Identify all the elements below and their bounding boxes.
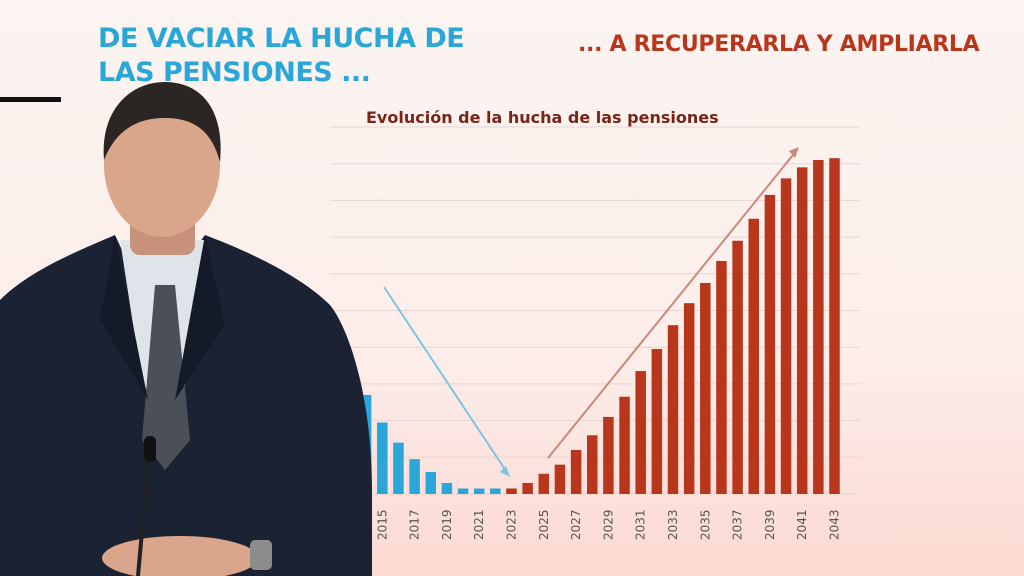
bar-2018 xyxy=(425,471,436,494)
tick-label-2031: 2031 xyxy=(634,509,648,540)
tick-label-2015: 2015 xyxy=(375,509,389,540)
politician-photo xyxy=(0,82,372,576)
bar-2023 xyxy=(506,488,517,494)
tie xyxy=(142,285,190,470)
bar-2027 xyxy=(570,449,582,494)
bar-2017 xyxy=(409,459,420,494)
tick-label-2027: 2027 xyxy=(569,509,583,540)
bar-2029 xyxy=(603,416,614,494)
chart-title: Evolución de la hucha de las pensiones xyxy=(366,108,719,127)
bar-2031 xyxy=(635,371,646,494)
bar-2033 xyxy=(667,325,679,494)
recovery-trend-arrow xyxy=(547,149,798,459)
tick-label-2033: 2033 xyxy=(666,509,680,540)
tick-label-2029: 2029 xyxy=(601,509,615,540)
bar-2028 xyxy=(587,435,598,494)
watch xyxy=(250,540,272,570)
bar-2041 xyxy=(796,167,808,494)
tick-label-2035: 2035 xyxy=(698,509,712,540)
tick-label-2025: 2025 xyxy=(537,509,551,540)
head xyxy=(104,93,220,237)
headline-right: ... A RECUPERARLA Y AMPLIARLA xyxy=(578,32,980,57)
tick-label-2037: 2037 xyxy=(731,509,745,540)
tick-label-2043: 2043 xyxy=(828,509,842,540)
bar-2039 xyxy=(764,194,776,494)
tick-label-2039: 2039 xyxy=(763,509,777,540)
bar-2021 xyxy=(473,488,485,494)
bar-2034 xyxy=(683,303,695,494)
bar-2016 xyxy=(393,442,404,494)
chart-gridlines xyxy=(330,126,860,495)
microphone-icon xyxy=(136,441,152,576)
decline-arrow-head xyxy=(500,466,510,477)
bar-2042 xyxy=(813,160,824,494)
decline-trend-arrow xyxy=(383,286,509,475)
tick-label-2041: 2041 xyxy=(795,509,809,540)
headline-left: DE VACIAR LA HUCHA DE LAS PENSIONES ... xyxy=(98,23,465,88)
bar-2025 xyxy=(538,473,550,494)
bar-2043 xyxy=(829,158,840,494)
tick-label-2019: 2019 xyxy=(440,509,454,540)
bar-2038 xyxy=(748,218,759,494)
black-divider xyxy=(0,97,61,102)
bar-2037 xyxy=(732,240,743,494)
tick-label-2021: 2021 xyxy=(472,509,486,540)
bar-2030 xyxy=(619,396,630,494)
microphone-head xyxy=(144,436,156,462)
bar-2026 xyxy=(554,464,566,494)
bar-2024 xyxy=(522,482,533,494)
chart-tick-labels: 2013201520172019202120232025202720292031… xyxy=(343,509,842,540)
left-lapel xyxy=(100,235,148,400)
bar-2035 xyxy=(700,282,711,494)
tick-label-2023: 2023 xyxy=(505,509,519,540)
tick-label-2017: 2017 xyxy=(408,509,422,540)
bar-2019 xyxy=(441,482,453,494)
bar-2015 xyxy=(377,422,388,494)
bar-2022 xyxy=(490,488,501,494)
bar-2040 xyxy=(780,178,792,494)
hair xyxy=(103,82,221,162)
recovery-arrow-head xyxy=(789,147,799,158)
right-lapel xyxy=(175,235,225,400)
bar-2020 xyxy=(457,488,469,494)
bar-2032 xyxy=(651,349,663,494)
bar-2036 xyxy=(716,260,727,494)
